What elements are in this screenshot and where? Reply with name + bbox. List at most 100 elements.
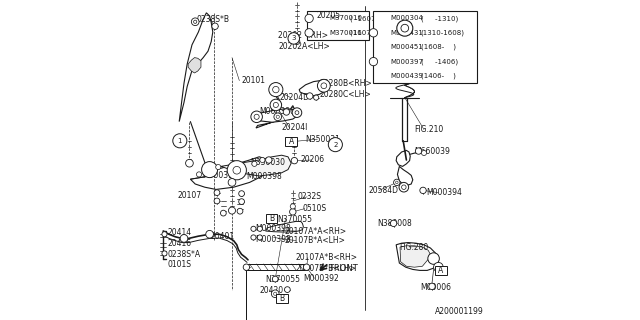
Circle shape (294, 39, 300, 44)
Text: N370055: N370055 (277, 215, 312, 224)
Circle shape (394, 179, 400, 186)
Text: M000397: M000397 (390, 59, 424, 65)
Text: M000398: M000398 (202, 171, 238, 180)
Text: 20206: 20206 (301, 156, 325, 164)
Circle shape (273, 102, 278, 108)
Polygon shape (266, 221, 303, 232)
Text: M660039: M660039 (415, 147, 451, 156)
Circle shape (305, 28, 314, 37)
Circle shape (206, 230, 214, 238)
Circle shape (239, 191, 244, 196)
Polygon shape (396, 150, 410, 166)
Circle shape (266, 157, 272, 163)
Text: M000392: M000392 (303, 274, 339, 283)
Text: M000304: M000304 (390, 15, 423, 21)
Circle shape (237, 208, 243, 214)
Circle shape (428, 253, 440, 264)
Circle shape (227, 161, 246, 180)
Circle shape (162, 251, 167, 256)
Circle shape (289, 209, 296, 215)
Circle shape (402, 185, 406, 189)
Circle shape (173, 134, 187, 148)
Circle shape (233, 166, 241, 174)
Text: B: B (280, 294, 285, 303)
Text: M370011: M370011 (329, 30, 362, 36)
Text: 20107A*A<RH>: 20107A*A<RH> (285, 227, 347, 236)
Polygon shape (256, 106, 294, 128)
Bar (285, 137, 297, 146)
Circle shape (422, 150, 427, 156)
Bar (435, 266, 447, 275)
Text: 20202 <RH>: 20202 <RH> (278, 31, 328, 40)
Text: 0101S: 0101S (167, 260, 191, 269)
Text: 0510S: 0510S (302, 204, 326, 213)
Text: 20101: 20101 (242, 76, 266, 85)
Bar (307, 11, 369, 40)
Text: (     -1406): ( -1406) (421, 58, 458, 65)
Text: (1310-1608): (1310-1608) (421, 29, 465, 36)
Text: M000451: M000451 (390, 44, 423, 50)
Text: M000396: M000396 (259, 107, 295, 116)
Text: ( -1607): ( -1607) (351, 15, 379, 22)
Text: 1: 1 (371, 30, 376, 36)
Circle shape (274, 113, 282, 121)
Text: 20414: 20414 (167, 228, 191, 237)
Text: 20420: 20420 (259, 286, 284, 295)
Circle shape (273, 276, 278, 282)
Text: 3: 3 (291, 36, 296, 41)
Text: 20107A*B<RH>: 20107A*B<RH> (296, 253, 358, 262)
Circle shape (214, 198, 220, 204)
Circle shape (296, 40, 298, 43)
Text: 20107: 20107 (178, 191, 202, 200)
Text: B: B (269, 214, 274, 223)
Text: 20205: 20205 (316, 12, 340, 20)
Bar (372, 11, 477, 83)
Polygon shape (253, 109, 300, 122)
Circle shape (429, 283, 435, 290)
Circle shape (214, 190, 220, 196)
Circle shape (216, 164, 221, 170)
Text: (1608-    ): (1608- ) (421, 44, 456, 51)
Circle shape (196, 172, 202, 177)
Text: 0238S*B: 0238S*B (197, 15, 230, 24)
Bar (276, 294, 288, 303)
Circle shape (180, 235, 188, 242)
Text: (1607- ): (1607- ) (351, 29, 379, 36)
Circle shape (191, 18, 199, 26)
Text: A: A (438, 266, 444, 275)
Text: M000431: M000431 (390, 30, 423, 36)
Circle shape (307, 93, 313, 99)
Circle shape (273, 86, 279, 93)
Text: 3: 3 (307, 30, 312, 36)
Text: (1406-    ): (1406- ) (421, 73, 456, 79)
Polygon shape (396, 243, 438, 270)
Polygon shape (179, 13, 212, 122)
Text: N350031: N350031 (305, 135, 340, 144)
Text: FIG.210: FIG.210 (415, 125, 444, 134)
Circle shape (252, 161, 257, 166)
Circle shape (257, 226, 262, 231)
Text: 20416: 20416 (167, 239, 191, 248)
Circle shape (290, 204, 295, 209)
Polygon shape (221, 155, 291, 176)
Text: M000398: M000398 (255, 235, 291, 244)
Text: N370055: N370055 (265, 275, 300, 284)
Circle shape (251, 235, 256, 240)
Text: 0232S: 0232S (298, 192, 322, 201)
Circle shape (271, 290, 279, 298)
Circle shape (303, 264, 310, 270)
Circle shape (220, 210, 227, 216)
Text: A200001199: A200001199 (435, 308, 483, 316)
Circle shape (328, 138, 342, 152)
Circle shape (260, 157, 265, 163)
Text: M000398: M000398 (255, 224, 291, 233)
Text: A: A (289, 137, 294, 146)
Circle shape (295, 111, 299, 115)
Text: 20202A<LH>: 20202A<LH> (278, 42, 330, 51)
Text: N350030: N350030 (251, 158, 285, 167)
Text: 2: 2 (333, 142, 337, 148)
Text: 20401: 20401 (211, 232, 235, 241)
Text: 20584D: 20584D (369, 186, 399, 195)
Text: M000439: M000439 (390, 73, 423, 79)
Text: FRONT: FRONT (330, 264, 358, 273)
